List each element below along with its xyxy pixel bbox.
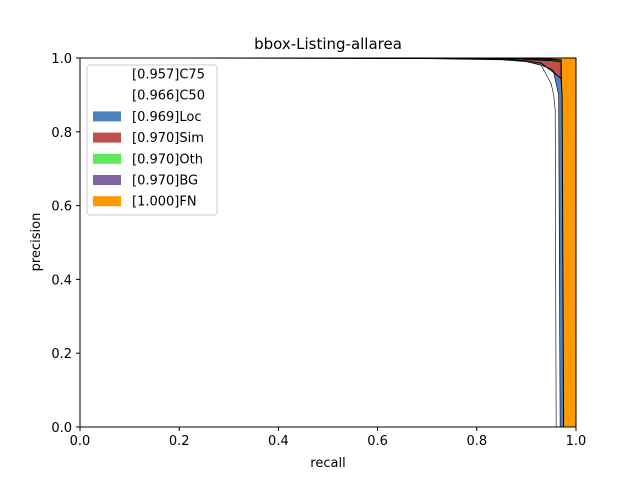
legend-swatch-0-970-sim	[93, 132, 121, 143]
area-layer	[79, 57, 577, 428]
y-tick-label: 1.0	[51, 52, 72, 67]
y-tick-label: 0.4	[51, 273, 72, 288]
legend-label-0-970-sim: [0.970]Sim	[132, 131, 204, 146]
legend-swatch-0-970-bg	[93, 175, 121, 185]
plot-frame	[79, 57, 577, 428]
y-tick-label: 0.6	[51, 200, 72, 215]
y-axis: 0.0 0.2 0.4 0.6 0.8 1.0	[51, 52, 80, 436]
y-tick-label: 0.8	[51, 126, 72, 141]
y-tick-label: 0.0	[51, 421, 72, 436]
legend: [0.957]C75 [0.966]C50 [0.969]Loc [0.970]Sim…	[86, 64, 218, 216]
legend-label-0-970-bg: [0.970]BG	[132, 174, 198, 189]
x-axis-title: recall	[310, 456, 345, 471]
legend-label-0-966-c50: [0.966]C50	[132, 89, 205, 104]
legend-label-0-970-oth: [0.970]Oth	[132, 152, 203, 167]
x-tick-label: 0.4	[268, 434, 289, 449]
x-tick-label: 0.2	[169, 434, 190, 449]
legend-swatch-0-970-oth	[93, 153, 121, 164]
legend-swatch-1-000-fn	[93, 196, 121, 207]
x-tick-label: 0.6	[367, 434, 388, 449]
legend-label-0-969-loc: [0.969]Loc	[132, 110, 201, 125]
legend-swatch-0-969-loc	[93, 111, 121, 122]
x-tick-label: 0.8	[466, 434, 487, 449]
legend-swatch-0-957-c75	[93, 69, 121, 79]
legend-label-1-000-fn: [1.000]FN	[132, 195, 197, 210]
chart-title: bbox-Listing-allarea	[254, 35, 402, 53]
y-axis-title: precision	[29, 213, 44, 272]
legend-label-0-957-c75: [0.957]C75	[132, 68, 205, 83]
legend-swatch-0-966-c50	[93, 90, 121, 101]
x-tick-label: 0.0	[70, 434, 91, 449]
x-tick-label: 1.0	[566, 434, 587, 449]
y-tick-label: 0.2	[51, 347, 72, 362]
x-axis: 0.0 0.2 0.4 0.6 0.8 1.0	[70, 427, 587, 449]
